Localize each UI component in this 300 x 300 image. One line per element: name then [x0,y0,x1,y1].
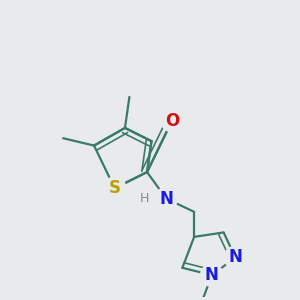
Text: N: N [229,248,242,266]
Text: H: H [140,192,149,205]
Circle shape [155,188,177,210]
Circle shape [201,264,223,286]
Text: S: S [109,179,121,197]
Circle shape [161,110,183,132]
Circle shape [224,246,247,269]
Circle shape [103,177,126,200]
Text: N: N [205,266,219,284]
Text: O: O [165,112,179,130]
Text: N: N [159,190,173,208]
